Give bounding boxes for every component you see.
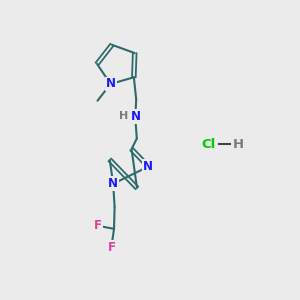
- Text: N: N: [106, 77, 116, 91]
- Text: N: N: [108, 177, 118, 190]
- Text: F: F: [108, 241, 116, 254]
- Text: N: N: [143, 160, 153, 173]
- Text: N: N: [130, 110, 141, 123]
- Text: Cl: Cl: [202, 138, 216, 151]
- Text: H: H: [233, 138, 244, 151]
- Text: H: H: [119, 112, 128, 122]
- Text: F: F: [94, 219, 102, 232]
